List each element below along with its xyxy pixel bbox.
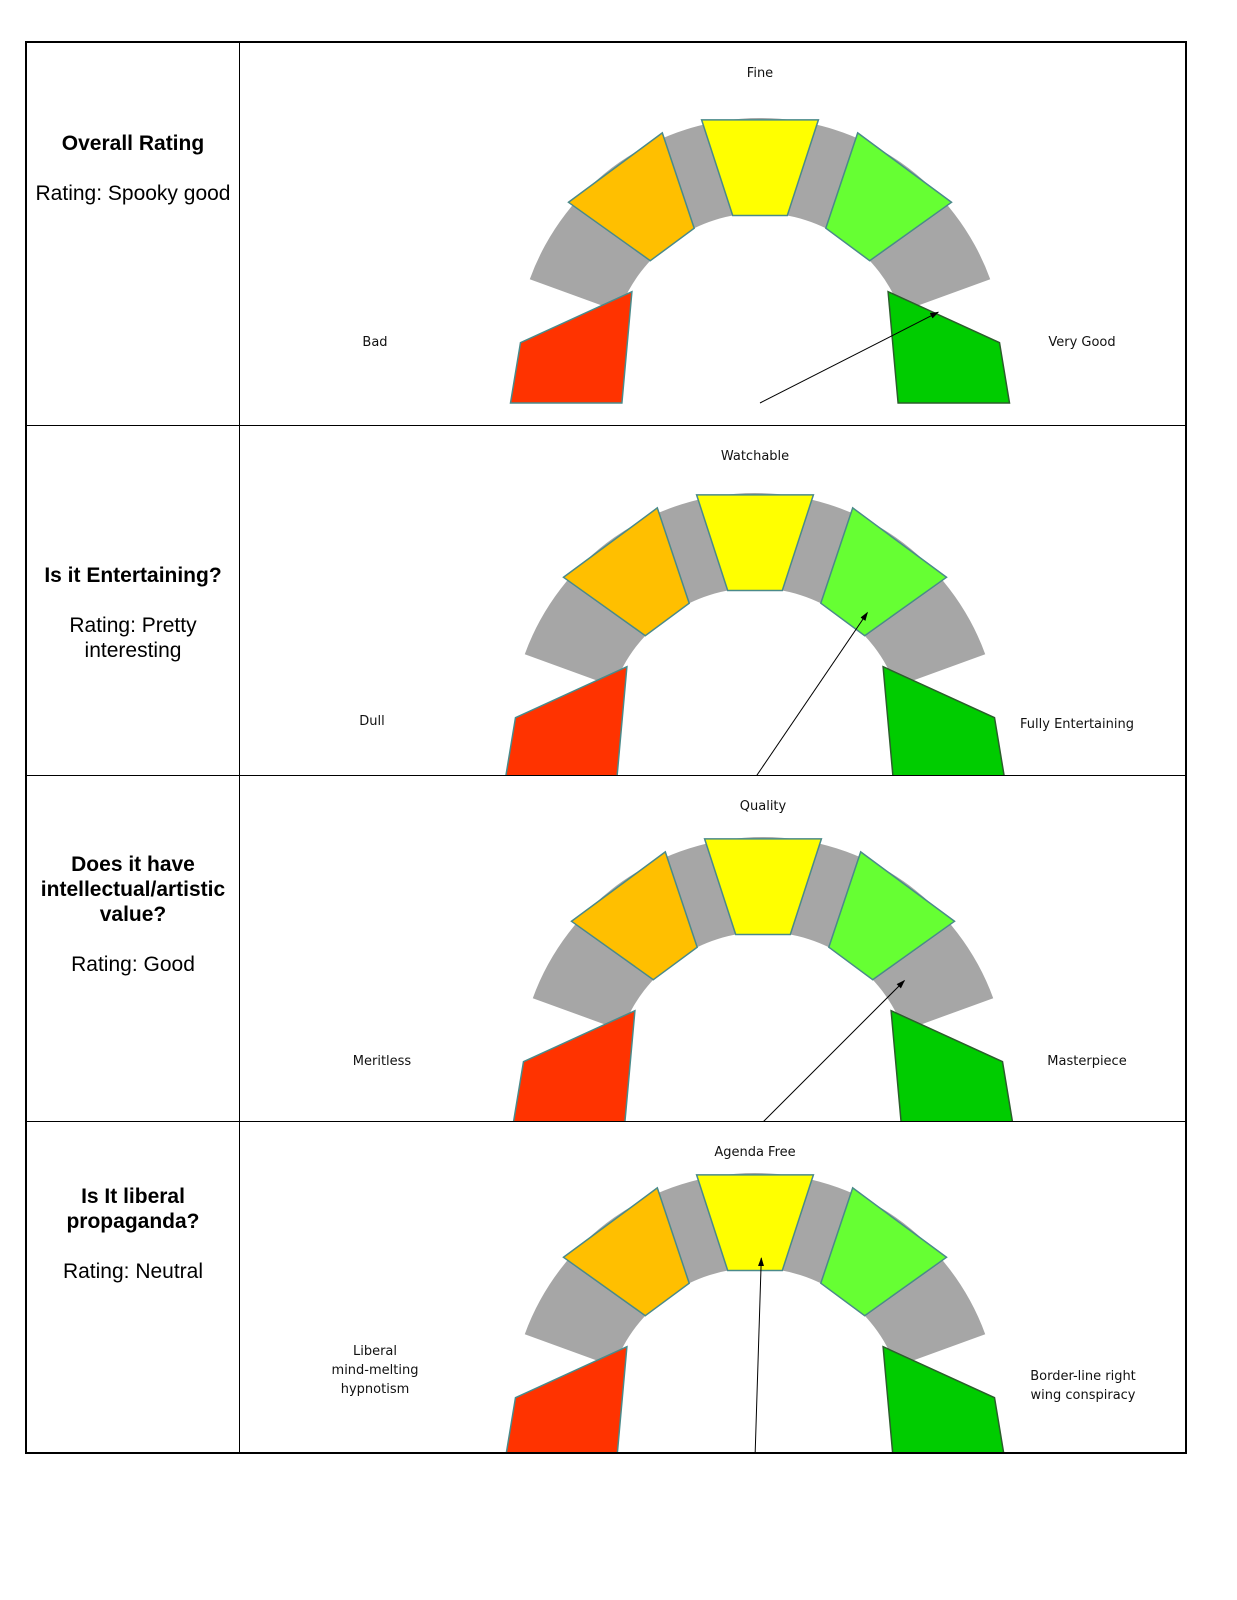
gauge-segment-orange xyxy=(567,131,696,262)
rating-table: Overall Rating Rating: Spooky good Fine Bad… xyxy=(25,41,1187,1454)
gauge-segment-red xyxy=(512,1009,636,1121)
gauge-cell: Watchable Dull Fully Entertaining xyxy=(240,426,1185,775)
gauge-segment-yellow xyxy=(700,119,820,217)
gauge-segment-green xyxy=(890,1009,1014,1121)
rating-row: Does it have intellectual/artistic value… xyxy=(27,776,1185,1122)
gauge-needle xyxy=(759,311,940,404)
gauge-segment-orange xyxy=(562,506,691,637)
rating-row: Is It liberal propaganda? Rating: Neutral… xyxy=(27,1122,1185,1452)
gauge-label-left: Meritless xyxy=(353,1054,412,1069)
gauge-label-top: Agenda Free xyxy=(714,1145,795,1160)
gauge-segment-green xyxy=(887,290,1011,404)
gauge-needle xyxy=(763,979,906,1121)
gauge-label-right: Very Good xyxy=(1048,335,1115,350)
gauge-segment-red xyxy=(505,665,628,775)
gauge-segment-lightgreen xyxy=(819,506,948,637)
gauge-segment-red xyxy=(505,1345,628,1452)
gauge-segment-green xyxy=(882,1345,1005,1452)
gauge-cell: Quality Meritless Masterpiece xyxy=(240,776,1185,1121)
gauge-chart: Fine Bad Very Good xyxy=(362,66,1116,404)
question-cell: Is It liberal propaganda? Rating: Neutral xyxy=(27,1122,240,1452)
gauge-chart: Quality Meritless Masterpiece xyxy=(353,799,1127,1121)
gauge-label-left: mind-melting xyxy=(332,1363,419,1378)
gauge-label-left: Liberal xyxy=(353,1344,397,1359)
rating-text: Rating: Spooky good xyxy=(35,182,231,205)
rating-row: Is it Entertaining? Rating: Pretty intere… xyxy=(27,426,1185,776)
gauge-label-top: Quality xyxy=(740,799,787,814)
gauge-label-top: Watchable xyxy=(721,449,789,464)
gauge-cell: Agenda Free Liberal mind-melting hypnotism B… xyxy=(240,1122,1185,1452)
gauge-label-right: Fully Entertaining xyxy=(1020,717,1134,732)
rating-text: Rating: Good xyxy=(71,953,195,976)
question-title: Does it have intellectual/artistic value… xyxy=(40,853,226,926)
gauge-segment-orange xyxy=(570,850,699,981)
gauge-segment-green xyxy=(882,665,1005,775)
gauge-needle xyxy=(754,1257,765,1452)
question-title: Is it Entertaining? xyxy=(44,564,222,587)
rating-text: Rating: Neutral xyxy=(62,1260,204,1283)
gauge-segment-yellow xyxy=(703,838,823,936)
gauge-label-right: Masterpiece xyxy=(1047,1054,1126,1069)
gauge-label-left: hypnotism xyxy=(341,1382,410,1397)
gauge-cell: Fine Bad Very Good xyxy=(240,43,1185,425)
gauge-segment-yellow xyxy=(695,1174,815,1272)
gauge-segment-yellow xyxy=(695,494,815,592)
gauge-segment-lightgreen xyxy=(824,131,953,262)
gauge-label-left: Dull xyxy=(359,714,384,729)
question-title: Overall Rating xyxy=(61,132,205,155)
gauge-label-top: Fine xyxy=(747,66,773,81)
rating-row: Overall Rating Rating: Spooky good Fine Bad… xyxy=(27,43,1185,426)
gauge-segment-red xyxy=(509,290,633,404)
gauge-label-right: wing conspiracy xyxy=(1031,1388,1136,1403)
gauge-segment-orange xyxy=(562,1186,691,1317)
gauge-chart: Agenda Free Liberal mind-melting hypnotism B… xyxy=(332,1145,1136,1452)
gauge-chart: Watchable Dull Fully Entertaining xyxy=(359,449,1134,775)
question-cell: Overall Rating Rating: Spooky good xyxy=(27,43,240,425)
gauge-label-right: Border-line right xyxy=(1030,1369,1136,1384)
question-title: Is It liberal propaganda? xyxy=(66,1185,200,1233)
gauge-segment-lightgreen xyxy=(819,1186,948,1317)
question-cell: Does it have intellectual/artistic value… xyxy=(27,776,240,1121)
question-cell: Is it Entertaining? Rating: Pretty intere… xyxy=(27,426,240,775)
rating-text: Rating: Pretty interesting xyxy=(69,614,197,662)
gauge-needle xyxy=(756,611,868,775)
gauge-label-left: Bad xyxy=(362,335,387,350)
gauge-segment-lightgreen xyxy=(827,850,956,981)
